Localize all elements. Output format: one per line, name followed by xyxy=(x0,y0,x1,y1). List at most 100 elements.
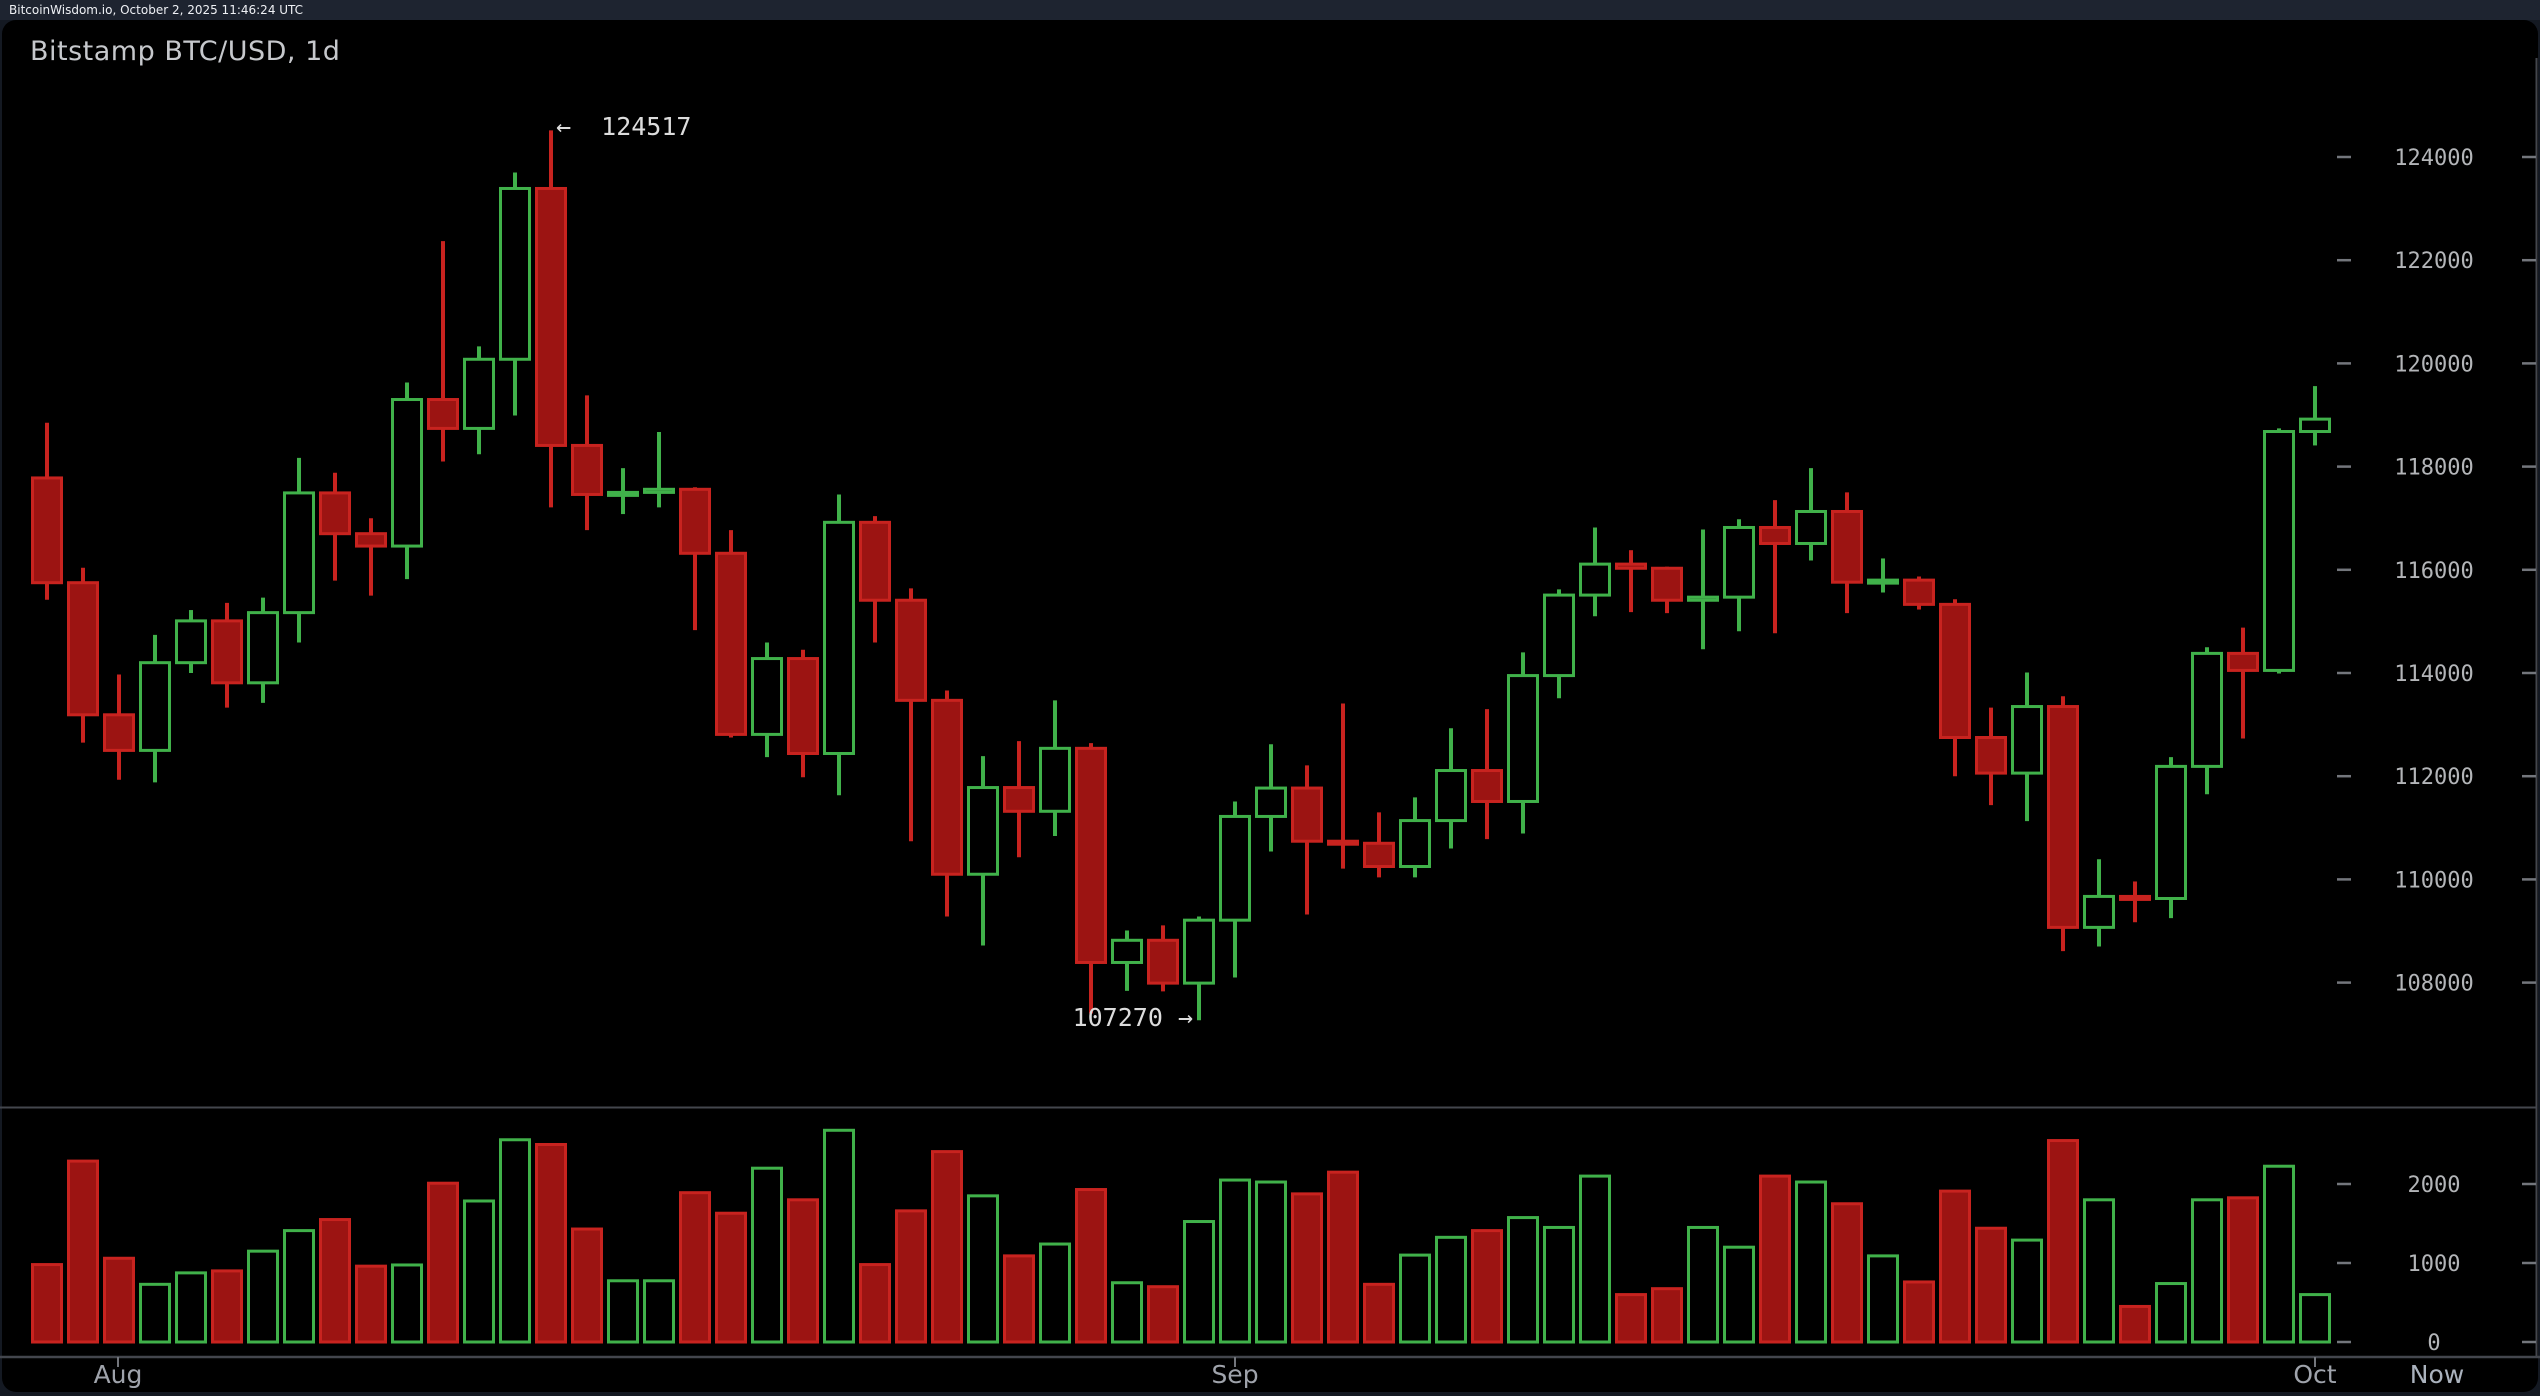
volume-bar xyxy=(2083,1198,2115,1344)
volume-bar xyxy=(1399,1253,1431,1344)
volume-bar xyxy=(319,1218,351,1344)
volume-bar xyxy=(1507,1216,1539,1344)
volume-bar xyxy=(1903,1280,1935,1344)
volume-bar xyxy=(1975,1226,2007,1344)
candle-body xyxy=(211,619,243,685)
chart-card xyxy=(2,20,2538,1392)
candle-body xyxy=(1363,841,1395,869)
candle-body xyxy=(499,186,531,361)
volume-bar xyxy=(2227,1196,2259,1344)
candle-body xyxy=(247,611,279,685)
candle-body xyxy=(463,357,495,430)
candle-body xyxy=(1291,786,1323,843)
volume-axis-label: 1000 xyxy=(2408,1252,2461,1277)
now-label: Now xyxy=(2410,1360,2464,1389)
candle-body xyxy=(679,487,711,555)
candle-body xyxy=(1867,578,1899,585)
volume-bar xyxy=(2155,1282,2187,1344)
volume-bar xyxy=(1543,1225,1575,1344)
volume-bar xyxy=(1363,1282,1395,1344)
candle-body xyxy=(355,532,387,548)
volume-bar xyxy=(1183,1220,1215,1344)
candle-body xyxy=(283,491,315,615)
volume-bar xyxy=(391,1263,423,1344)
volume-bar xyxy=(1003,1254,1035,1344)
candle-body xyxy=(1759,525,1791,545)
candle-body xyxy=(2263,430,2295,672)
volume-bar xyxy=(787,1198,819,1344)
candle-body xyxy=(319,491,351,536)
candle-body xyxy=(1075,746,1107,964)
volume-bar xyxy=(1219,1178,1251,1344)
candle-body xyxy=(1831,509,1863,584)
candle-body xyxy=(1795,509,1827,545)
candle-body xyxy=(1435,769,1467,823)
candle-body xyxy=(103,713,135,752)
volume-bar xyxy=(1327,1170,1359,1344)
candle-body xyxy=(1183,918,1215,985)
price-axis-label: 110000 xyxy=(2394,868,2473,893)
volume-bar xyxy=(1471,1229,1503,1344)
candle-body xyxy=(1903,578,1935,606)
header-bar: BitcoinWisdom.io, October 2, 2025 11:46:… xyxy=(0,0,2540,20)
candle-body xyxy=(931,698,963,876)
volume-bar xyxy=(463,1199,495,1344)
candle-body xyxy=(967,786,999,876)
candle-body xyxy=(1723,525,1755,599)
candle-body xyxy=(67,581,99,717)
volume-bar xyxy=(211,1269,243,1344)
month-label: Aug xyxy=(94,1360,143,1389)
candle-body xyxy=(895,598,927,702)
volume-bar xyxy=(895,1209,927,1344)
price-axis-label: 108000 xyxy=(2394,972,2473,997)
volume-bar xyxy=(427,1181,459,1344)
candle-body xyxy=(2119,894,2151,901)
high-price-annotation: ← 124517 xyxy=(556,112,692,141)
candle-body xyxy=(2047,705,2079,929)
volume-bar xyxy=(859,1263,891,1344)
volume-bar xyxy=(1579,1174,1611,1344)
candle-body xyxy=(175,619,207,665)
low-price-annotation: 107270 → xyxy=(1072,1003,1193,1032)
price-axis-label: 122000 xyxy=(2394,249,2473,274)
volume-bar xyxy=(607,1279,639,1344)
candle-body xyxy=(391,398,423,548)
candle-body xyxy=(607,490,639,497)
volume-bar xyxy=(1723,1245,1755,1344)
volume-bar xyxy=(1687,1225,1719,1344)
volume-bar xyxy=(1147,1285,1179,1344)
candle-body xyxy=(1939,602,1971,740)
volume-bar xyxy=(1867,1254,1899,1344)
volume-bar xyxy=(679,1191,711,1344)
candle-body xyxy=(823,520,855,755)
candle-body xyxy=(2011,705,2043,775)
candle-body xyxy=(139,661,171,752)
price-axis-label: 114000 xyxy=(2394,662,2473,687)
volume-bar xyxy=(2011,1238,2043,1344)
candle-body xyxy=(535,186,567,447)
candle-body xyxy=(571,443,603,496)
price-axis-label: 120000 xyxy=(2394,352,2473,377)
candle-body xyxy=(1975,736,2007,775)
volume-bar xyxy=(751,1166,783,1344)
volume-bar xyxy=(1651,1287,1683,1344)
candle-body xyxy=(2155,764,2187,900)
volume-bar xyxy=(2191,1198,2223,1344)
price-axis-label: 124000 xyxy=(2394,146,2473,171)
volume-bar xyxy=(2119,1304,2151,1344)
volume-bar xyxy=(823,1128,855,1344)
candle-body xyxy=(1687,595,1719,602)
header-status-text: BitcoinWisdom.io, October 2, 2025 11:46:… xyxy=(9,3,304,17)
volume-bar xyxy=(499,1138,531,1344)
candle-body xyxy=(2191,651,2223,768)
volume-bar xyxy=(1075,1188,1107,1344)
candle-body xyxy=(1471,769,1503,803)
volume-bar xyxy=(139,1282,171,1344)
volume-bar xyxy=(1291,1192,1323,1344)
candle-body xyxy=(1039,746,1071,813)
candle-body xyxy=(1543,593,1575,678)
candle-body xyxy=(1651,566,1683,602)
candle-body xyxy=(1399,819,1431,868)
candle-body xyxy=(1147,938,1179,985)
